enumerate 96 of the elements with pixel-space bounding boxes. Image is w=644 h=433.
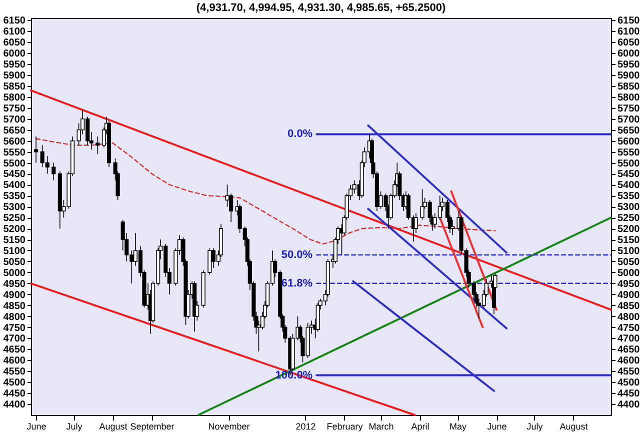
y-tick-label: 5400: [3, 180, 26, 192]
candlestick: [450, 219, 455, 236]
y2-tick-label: 6000: [618, 48, 640, 60]
y2-tick-label: 5500: [618, 158, 640, 170]
candlestick: [256, 320, 261, 352]
y-tick-label: 4750: [3, 322, 26, 334]
x-tick-label: March: [368, 422, 394, 432]
candlestick: [420, 188, 424, 220]
y2-tick-label: 5450: [618, 169, 640, 180]
y2-tick-label: 5600: [618, 136, 640, 148]
y2-tick-label: 4950: [618, 278, 640, 290]
y-tick-label: 4900: [3, 290, 26, 301]
y-tick-label: 6050: [3, 38, 26, 49]
y2-tick-label: 5650: [618, 125, 640, 136]
y2-tick-label: 4750: [618, 322, 640, 334]
annotation: 50.0%: [281, 248, 313, 261]
candlestick: [52, 162, 56, 181]
y-tick-label: 4550: [3, 366, 26, 378]
x-tick-label: 2012: [296, 422, 316, 432]
y2-tick-label: 5100: [618, 246, 640, 257]
x-tick-label: November: [208, 422, 250, 432]
y-tick-label: 5350: [3, 191, 26, 202]
y2-tick-label: 5900: [618, 70, 640, 82]
y-tick-label: 6100: [3, 26, 26, 38]
y2-tick-label: 6100: [618, 26, 640, 38]
y2-tick-label: 4500: [618, 378, 640, 389]
y2-tick-label: 6050: [618, 38, 640, 49]
y-tick-label: 5500: [3, 158, 26, 170]
x-tick-label: February: [326, 422, 364, 432]
x-tick-label: June: [487, 422, 507, 432]
y2-tick-label: 5550: [618, 147, 640, 158]
x-tick-label: June: [26, 422, 46, 432]
y-tick-label: 4600: [3, 356, 26, 367]
y2-tick-label: 5050: [618, 256, 640, 268]
y2-tick-label: 5000: [618, 268, 640, 279]
y-tick-label: 4500: [3, 378, 26, 389]
y-tick-label: 4950: [3, 278, 26, 290]
candlestick: [208, 248, 212, 276]
y-tick-label: 4850: [3, 300, 26, 312]
y-tick-label: 5000: [3, 268, 26, 279]
y2-tick-label: 4900: [618, 290, 640, 301]
x-tick-label: September: [130, 422, 174, 432]
y2-tick-label: 5400: [618, 180, 640, 192]
annotation: 0.0%: [288, 128, 313, 140]
candlestick: [96, 136, 100, 154]
y2-tick-label: 4450: [618, 388, 640, 400]
y-tick-label: 4650: [3, 344, 26, 356]
y2-tick-label: 5950: [618, 60, 640, 71]
x-tick-label: July: [66, 422, 83, 432]
x-tick-label: August: [560, 422, 588, 432]
y-tick-label: 5950: [3, 60, 26, 71]
y2-tick-label: 4700: [618, 334, 640, 345]
x-tick-label: April: [411, 422, 430, 432]
y2-tick-label: 5750: [618, 103, 640, 114]
candlestick: [225, 184, 230, 208]
y2-tick-label: 4600: [618, 356, 640, 367]
y-tick-label: 5250: [3, 213, 26, 224]
y-tick-label: 5200: [3, 224, 26, 236]
y-tick-label: 5550: [3, 147, 26, 158]
y-tick-label: 6000: [3, 48, 26, 60]
y2-tick-label: 4650: [618, 344, 640, 356]
x-tick-label: August: [99, 422, 128, 432]
y-tick-label: 5850: [3, 81, 26, 92]
candlestick: [34, 136, 38, 164]
y2-tick-label: 5300: [618, 202, 640, 214]
y-tick-label: 4400: [3, 400, 26, 411]
chart-title: (4,931.70, 4,994.95, 4,931.30, 4,985.65, +65.2500): [196, 2, 446, 14]
y-tick-label: 5650: [3, 125, 26, 136]
y-tick-label: 5300: [3, 202, 26, 214]
y2-tick-label: 6150: [618, 16, 640, 27]
y-tick-label: 5050: [3, 256, 26, 268]
x-tick-label: May: [450, 422, 467, 432]
y-tick-label: 5150: [3, 235, 26, 246]
y2-tick-label: 5850: [618, 81, 640, 92]
y2-tick-label: 5800: [618, 92, 640, 104]
y2-tick-label: 4400: [618, 400, 640, 411]
y-tick-label: 4450: [3, 388, 26, 400]
y2-tick-label: 5700: [618, 114, 640, 126]
y2-tick-label: 4550: [618, 366, 640, 378]
y-tick-label: 5700: [3, 114, 26, 126]
y-tick-label: 5800: [3, 92, 26, 104]
y-tick-label: 5600: [3, 136, 26, 148]
y-tick-label: 5750: [3, 103, 26, 114]
x-tick-label: July: [526, 422, 544, 432]
y2-tick-label: 5350: [618, 191, 640, 202]
y-tick-label: 4700: [3, 334, 26, 345]
y2-tick-label: 4850: [618, 300, 640, 312]
y-tick-label: 5900: [3, 70, 26, 82]
y2-tick-label: 5250: [618, 213, 640, 224]
y-tick-label: 6150: [3, 16, 26, 27]
y2-tick-label: 4800: [618, 312, 640, 323]
y-tick-label: 5100: [3, 246, 26, 257]
y-tick-label: 5450: [3, 169, 26, 180]
y-tick-label: 4800: [3, 312, 26, 323]
y2-tick-label: 5200: [618, 224, 640, 236]
y2-tick-label: 5150: [618, 235, 640, 246]
